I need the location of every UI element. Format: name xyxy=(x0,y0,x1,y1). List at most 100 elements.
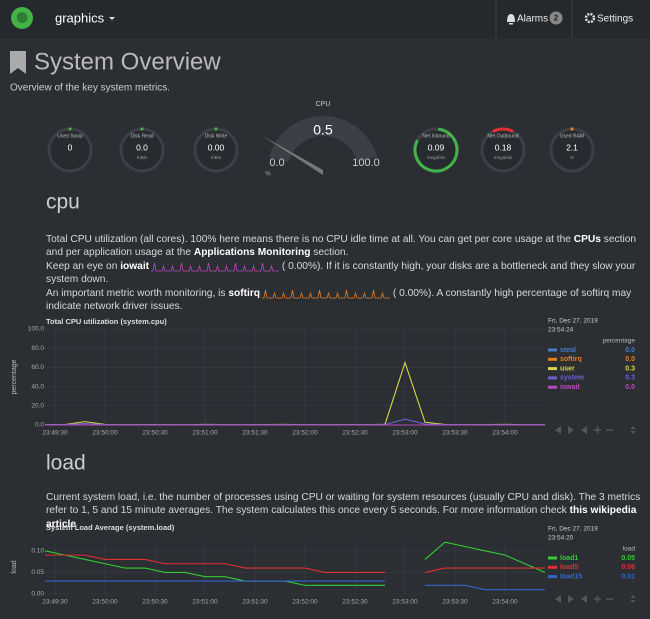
chart-title: Total CPU utilization (system.cpu) xyxy=(46,317,167,326)
cpu-gauge-units: % xyxy=(265,172,271,178)
toolbar-button[interactable] xyxy=(555,426,561,434)
legend-name: load5 xyxy=(560,564,578,571)
paragraph: Keep an eye on iowait ( 0.00%). If it is… xyxy=(46,260,642,287)
link-text[interactable]: Applications Monitoring xyxy=(193,247,311,259)
chart-title: System Load Average (system.load) xyxy=(46,523,175,532)
x-tick-label: 23:52:00 xyxy=(292,430,318,437)
link-text[interactable]: this wikipedia article xyxy=(46,505,637,530)
section-text: Total CPU utilization (all cores). 100% … xyxy=(46,233,642,313)
cpu-gauge-band xyxy=(269,116,377,163)
host-name[interactable]: graphics xyxy=(55,10,105,25)
cpu-gauge-max: 100.0 xyxy=(352,157,380,169)
legend-value: 0.06 xyxy=(621,564,635,571)
y-tick-label: 80.0 xyxy=(31,345,44,352)
toolbar-button[interactable] xyxy=(581,595,587,603)
cpu-gauge-needle xyxy=(261,135,323,175)
toolbar-button[interactable] xyxy=(630,426,636,434)
toolbar-button[interactable] xyxy=(581,426,587,434)
series-line xyxy=(45,580,545,591)
x-tick-label: 23:52:30 xyxy=(342,599,368,606)
gauge-dot xyxy=(140,127,144,131)
gauge-label: Used Swap xyxy=(57,133,83,139)
x-tick-label: 23:51:30 xyxy=(242,430,268,437)
x-tick-label: 23:50:30 xyxy=(142,430,168,437)
gauge-value: 0.0 xyxy=(136,142,148,152)
caret xyxy=(109,17,115,20)
alarm-badge xyxy=(549,11,563,25)
text: An important metric worth monitoring, is xyxy=(46,287,229,299)
section-text: Current system load, i.e. the number of … xyxy=(46,491,642,531)
gauge-units: KiB/s xyxy=(211,155,222,160)
legend-value: 0.0 xyxy=(625,356,635,363)
gauge-arc xyxy=(413,127,459,173)
paragraph: An important metric worth monitoring, is… xyxy=(46,287,642,314)
legend-swatch xyxy=(548,348,557,352)
x-tick-label: 23:51:00 xyxy=(192,430,218,437)
page-title: System Overview xyxy=(34,48,221,75)
gauge-value: 2.1 xyxy=(566,142,578,152)
gauge-label: Disk Read xyxy=(130,133,153,139)
x-tick-label: 23:49:30 xyxy=(42,430,68,437)
toolbar-button[interactable] xyxy=(594,595,601,603)
paragraph: Current system load, i.e. the number of … xyxy=(46,491,642,531)
text: Current system load, i.e. the number of … xyxy=(46,492,641,517)
text: ( 0.00%). A constantly high percentage o… xyxy=(46,287,632,313)
x-tick-label: 23:54:00 xyxy=(492,430,518,437)
link-text[interactable]: iowait xyxy=(120,260,150,272)
page-subtitle: Overview of the key system metrics. xyxy=(10,83,170,94)
navbar xyxy=(0,0,650,38)
y-tick-label: 100.0 xyxy=(28,326,45,333)
x-tick-label: 23:53:00 xyxy=(392,430,418,437)
x-tick-label: 23:51:30 xyxy=(242,599,268,606)
x-tick-label: 23:50:00 xyxy=(92,430,118,437)
link-text[interactable]: softirq xyxy=(228,287,261,299)
gauge-arc xyxy=(492,127,514,133)
y-tick-label: 0.0 xyxy=(35,422,44,429)
section-heading: load xyxy=(46,452,86,475)
gauge-dot xyxy=(570,127,574,131)
text: section. xyxy=(310,247,349,259)
series-line xyxy=(44,360,546,426)
gauge-units: megabits xyxy=(494,155,513,160)
legend-value: 0.0 xyxy=(625,384,635,391)
x-tick-label: 23:53:30 xyxy=(442,430,468,437)
x-tick-label: 23:53:30 xyxy=(442,599,468,606)
toolbar-button[interactable] xyxy=(630,595,636,603)
cpu-gauge-min: 0.0 xyxy=(269,157,284,169)
cpu-gauge-label: CPU xyxy=(316,101,331,108)
legend-value: 0.05 xyxy=(621,555,635,562)
gear-icon xyxy=(584,12,596,24)
toolbar-button[interactable] xyxy=(555,595,561,603)
settings-link[interactable]: Settings xyxy=(597,14,633,25)
legend-value: 0.01 xyxy=(621,573,635,580)
toolbar-button[interactable] xyxy=(568,595,574,603)
link-text[interactable]: CPUs xyxy=(573,234,601,245)
gauge-units: KiB/s xyxy=(137,155,148,160)
legend-name: system xyxy=(560,375,584,382)
gauge-label: Net Outbound xyxy=(487,133,518,139)
legend-value: 0.3 xyxy=(625,365,635,372)
gauge-dot xyxy=(68,127,72,131)
toolbar-button[interactable] xyxy=(594,426,601,434)
y-axis-label: percentage xyxy=(11,359,18,394)
alarms-link[interactable]: Alarms xyxy=(517,14,548,25)
legend-time: 23:54:24 xyxy=(548,327,574,334)
sparkline xyxy=(262,289,391,299)
sparkline-path xyxy=(151,263,280,272)
legend-name: steal xyxy=(560,347,576,354)
y-axis-label: load xyxy=(11,560,18,573)
series-line xyxy=(45,554,545,573)
x-tick-label: 23:50:30 xyxy=(142,599,168,606)
legend-swatch xyxy=(548,367,557,371)
toolbar-button[interactable] xyxy=(568,426,574,434)
text: Keep an eye on xyxy=(46,260,121,272)
x-tick-label: 23:52:30 xyxy=(342,430,368,437)
gauge-value: 0 xyxy=(68,142,73,152)
y-tick-label: 20.0 xyxy=(31,403,44,410)
gauge-label: Disk Write xyxy=(205,133,228,139)
x-tick-label: 23:50:00 xyxy=(92,599,118,606)
x-tick-label: 23:49:30 xyxy=(42,599,68,606)
gauge-value: 0.00 xyxy=(208,142,225,152)
paragraph: Total CPU utilization (all cores). 100% … xyxy=(46,233,642,260)
